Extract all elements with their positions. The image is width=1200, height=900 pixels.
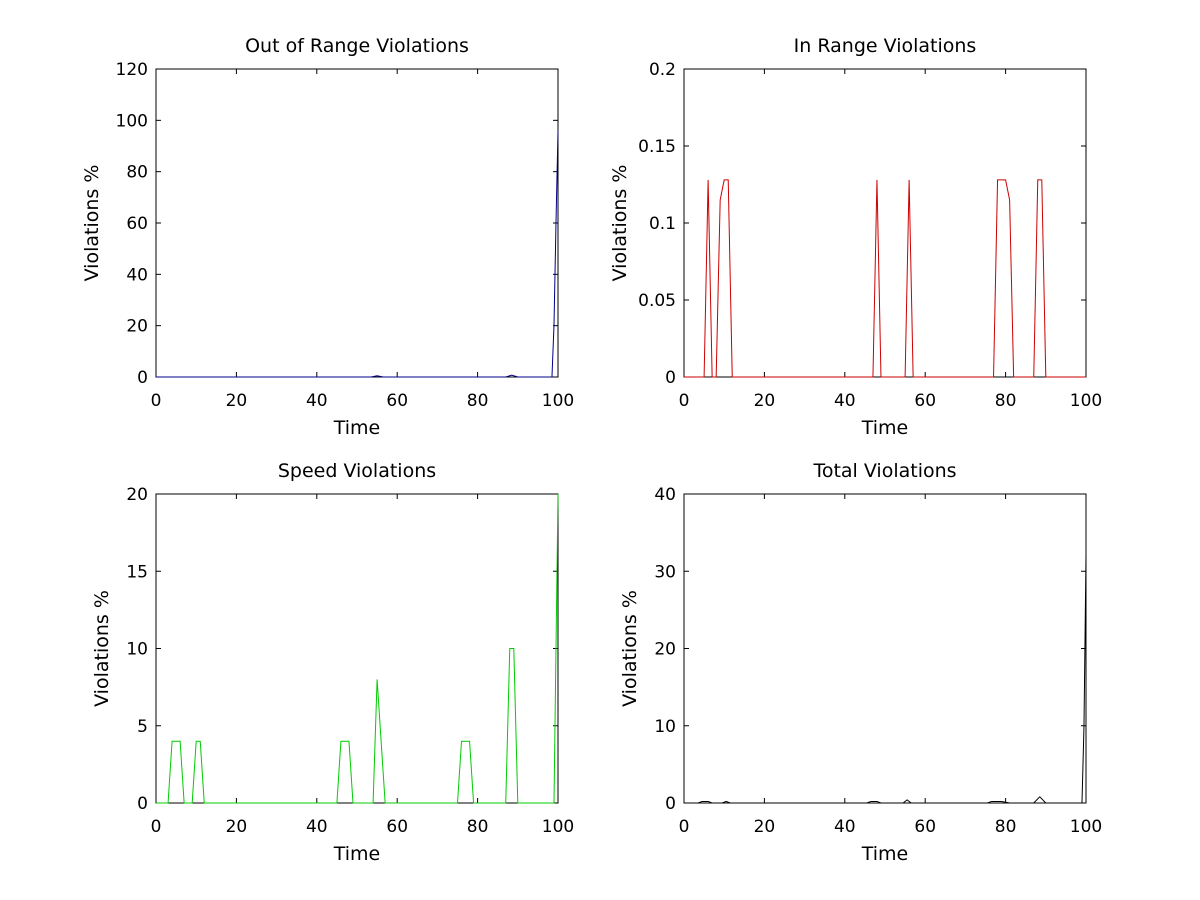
y-tick-label: 0: [137, 368, 148, 388]
y-tick-label: 0.2: [649, 60, 676, 80]
chart-title: Out of Range Violations: [245, 35, 469, 57]
x-tick-label: 80: [995, 817, 1017, 837]
y-tick-label: 120: [116, 60, 148, 80]
y-tick-label: 40: [654, 485, 676, 505]
x-tick-label: 60: [914, 817, 936, 837]
subplot-2: In Range Violations Time Violations % 0 20 40…: [609, 35, 1102, 439]
plot-area: [155, 493, 559, 804]
x-axis-label: Time: [333, 843, 381, 865]
x-tick-label: 0: [679, 391, 690, 411]
x-tick-label: 40: [306, 391, 328, 411]
y-tick-label: 20: [654, 640, 676, 660]
x-tick-label: 80: [995, 391, 1017, 411]
x-tick-label: 0: [151, 817, 162, 837]
x-tick-label: 100: [542, 391, 574, 411]
series-line: [156, 130, 559, 378]
plot-area: [155, 68, 559, 378]
y-tick-label: 80: [126, 163, 148, 183]
x-tick-label: 40: [306, 817, 328, 837]
chart-title: Total Violations: [812, 460, 956, 482]
series-line: [684, 555, 1087, 804]
y-axis-label: Violations %: [81, 165, 103, 282]
y-tick-label: 100: [116, 111, 148, 131]
series-line: [684, 179, 1086, 378]
y-axis-label: Violations %: [619, 590, 641, 707]
y-tick-label: 0: [137, 794, 148, 814]
x-tick-label: 40: [834, 391, 856, 411]
x-tick-label: 20: [226, 391, 248, 411]
y-tick-label: 0.05: [638, 291, 676, 311]
y-tick-label: 0.15: [638, 137, 676, 157]
subplot-3: Speed Violations Time Violations % 0 20 40 60 8…: [91, 460, 574, 865]
y-tick-label: 20: [126, 317, 148, 337]
y-axis-label: Violations %: [91, 590, 113, 707]
x-tick-label: 80: [467, 391, 489, 411]
x-tick-label: 100: [542, 817, 574, 837]
y-tick-label: 10: [126, 640, 148, 660]
x-tick-label: 0: [151, 391, 162, 411]
y-tick-label: 15: [126, 562, 148, 582]
y-tick-label: 0.1: [649, 214, 676, 234]
y-tick-label: 0: [665, 368, 676, 388]
x-tick-label: 20: [754, 391, 776, 411]
x-axis-label: Time: [861, 843, 909, 865]
y-tick-label: 40: [126, 265, 148, 285]
subplot-4: Total Violations Time Violations % 0 20 40 60 8…: [619, 460, 1102, 865]
chart-title: Speed Violations: [278, 460, 436, 482]
plot-area: [683, 493, 1087, 804]
x-tick-label: 40: [834, 817, 856, 837]
y-tick-label: 0: [665, 794, 676, 814]
x-tick-label: 20: [754, 817, 776, 837]
x-axis-label: Time: [861, 417, 909, 439]
x-axis-label: Time: [333, 417, 381, 439]
x-tick-label: 60: [386, 817, 408, 837]
x-tick-label: 80: [467, 817, 489, 837]
y-tick-label: 30: [654, 562, 676, 582]
chart-title: In Range Violations: [794, 35, 977, 57]
x-tick-label: 100: [1070, 391, 1102, 411]
y-tick-label: 5: [137, 717, 148, 737]
y-axis-label: Violations %: [609, 165, 631, 282]
y-tick-label: 10: [654, 717, 676, 737]
series-line: [156, 493, 559, 804]
x-tick-label: 60: [914, 391, 936, 411]
x-tick-label: 20: [226, 817, 248, 837]
y-tick-label: 60: [126, 214, 148, 234]
y-tick-label: 20: [126, 485, 148, 505]
x-tick-label: 0: [679, 817, 690, 837]
subplot-1: Out of Range Violations Time Violations % 0…: [81, 35, 574, 439]
x-tick-label: 100: [1070, 817, 1102, 837]
plot-area: [683, 68, 1087, 378]
x-tick-label: 60: [386, 391, 408, 411]
